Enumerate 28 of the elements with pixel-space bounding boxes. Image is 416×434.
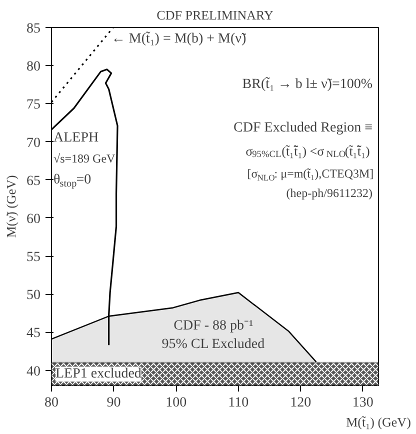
annotation: CDF - 88 pb⁻¹: [174, 318, 254, 334]
annotation: √s=189 GeV: [54, 152, 116, 166]
chart-title: CDF PRELIMINARY: [156, 8, 274, 22]
annotation: BR(t̃₁ → b l± ν̃)=100%: [242, 76, 373, 92]
y-tick-label: 40: [26, 364, 40, 380]
y-tick-label: 45: [26, 326, 40, 342]
y-tick-label: 50: [26, 288, 40, 304]
x-tick-label: 110: [228, 396, 249, 410]
annotation: CDF Excluded Region ≡: [234, 120, 373, 136]
y-tick-label: 60: [26, 212, 40, 227]
annotation: 95% CL Excluded: [162, 336, 265, 352]
annotation: ALEPH: [54, 130, 99, 146]
y-tick-label: 85: [26, 22, 40, 36]
y-tick-label: 75: [26, 98, 40, 113]
y-axis-title: M(ν̃) (GeV): [4, 175, 18, 238]
x-tick-label: 120: [290, 396, 312, 410]
x-tick-label: 130: [352, 396, 374, 410]
annotation: ← M(t̃₁) = M(b) + M(ν̃): [111, 30, 246, 46]
annotation: (hep-ph/9611232): [286, 186, 373, 200]
x-axis-title: M(t̃₁) (GeV): [346, 414, 411, 430]
x-tick-label: 80: [44, 396, 58, 410]
y-tick-label: 55: [26, 250, 40, 266]
band-label: LEP1 excluded: [56, 366, 142, 382]
y-tick-label: 70: [26, 136, 40, 151]
x-tick-label: 90: [106, 396, 121, 410]
x-tick-label: 100: [166, 396, 187, 410]
y-tick-label: 80: [26, 60, 40, 75]
y-tick-label: 65: [26, 174, 40, 189]
